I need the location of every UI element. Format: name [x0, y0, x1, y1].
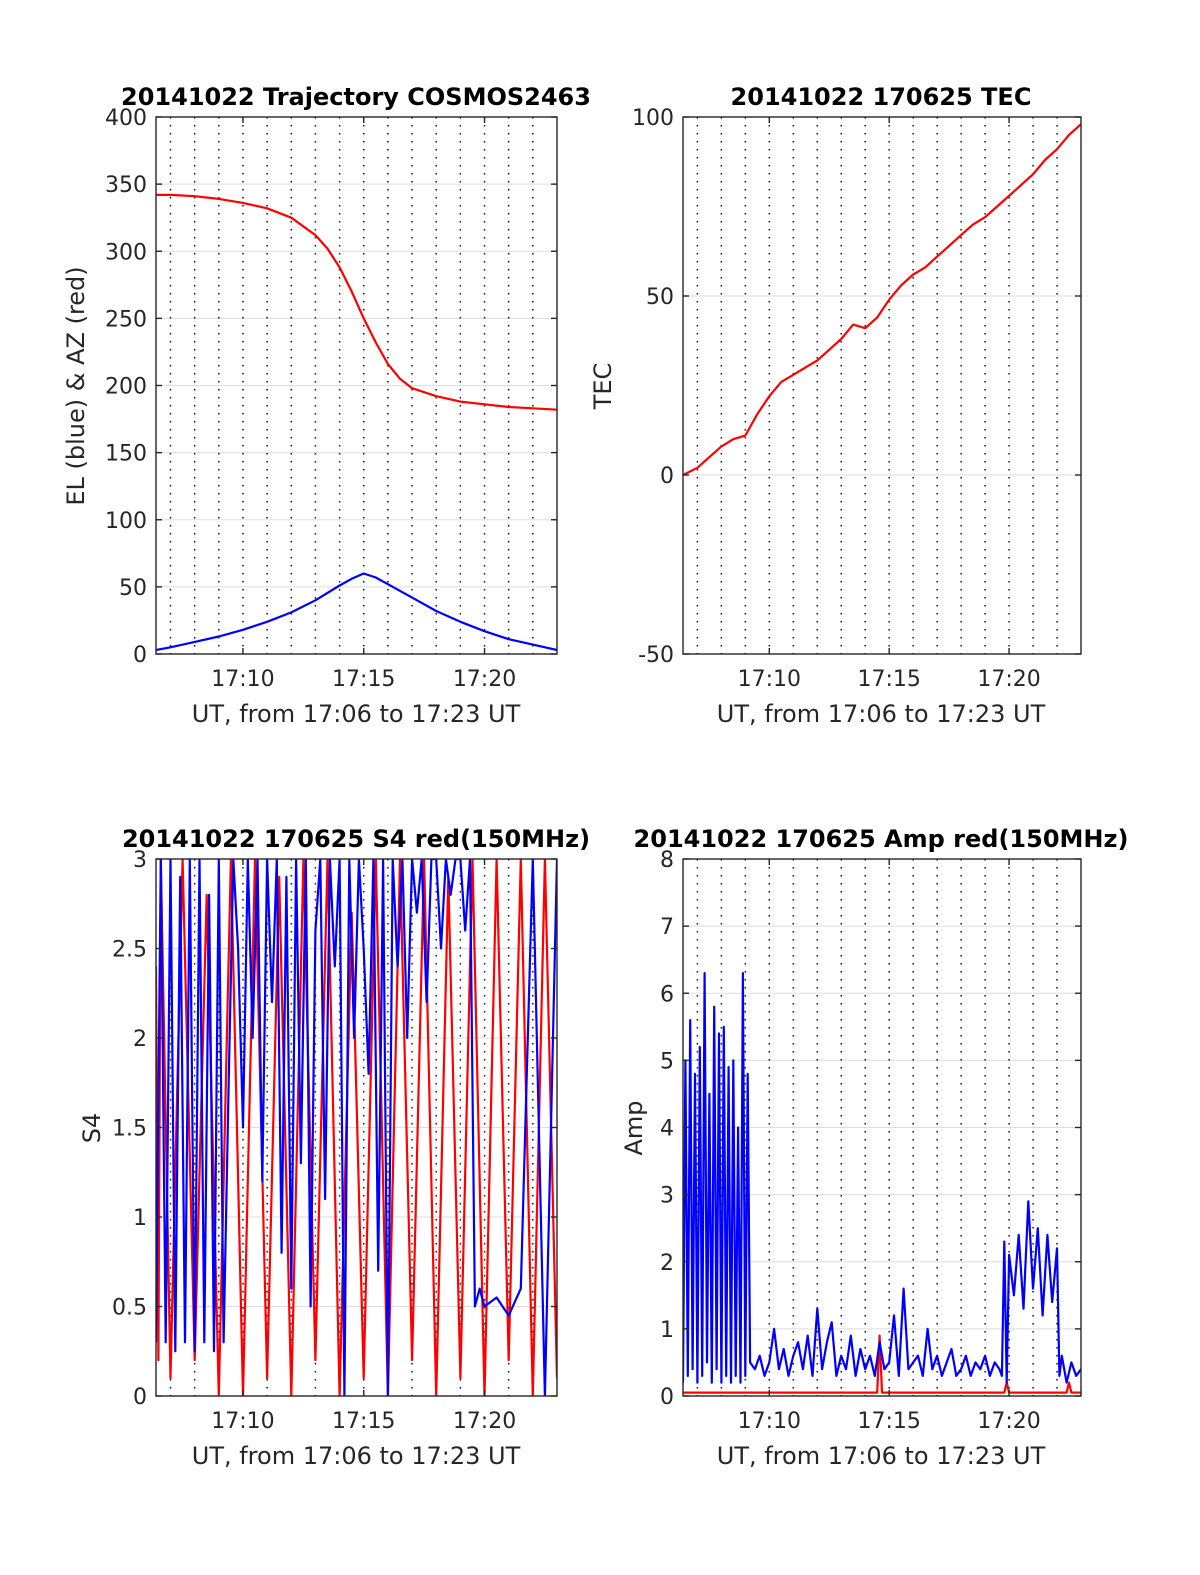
y-tick-label: 3: [133, 848, 147, 873]
y-tick-label: 8: [660, 848, 674, 873]
x-tick-label: 17:20: [453, 667, 516, 692]
x-tick-label: 17:20: [977, 1409, 1040, 1434]
panel-tec-ylabel: TEC: [589, 363, 617, 411]
y-tick-label: 2: [660, 1251, 674, 1276]
chart-tec: -50 0 50 100 17:10 17:15 17:20: [632, 106, 1082, 692]
panel-trajectory-title: 20141022 Trajectory COSMOS2463: [121, 83, 591, 111]
panel-amp-title: 20141022 170625 Amp red(150MHz): [634, 825, 1129, 853]
x-tick-label: 17:15: [332, 1409, 395, 1434]
panel-tec-xlabel: UT, from 17:06 to 17:23 UT: [717, 700, 1046, 728]
panel-s4: 20141022 170625 S4 red(150MHz) UT, from …: [78, 825, 590, 1470]
y-tick-label: 150: [105, 442, 147, 467]
y-tick-label: 7: [660, 915, 674, 940]
panel-amp: 20141022 170625 Amp red(150MHz) UT, from…: [620, 825, 1128, 1470]
y-tick-label: 250: [105, 307, 147, 332]
chart-trajectory: 0 50 100 150 200 250 300 350 400 17:10 17:15 17:20: [105, 106, 558, 692]
x-tick-label: 17:20: [453, 1409, 516, 1434]
y-tick-label: 50: [119, 576, 147, 601]
axes-box: [682, 116, 1082, 655]
panel-tec: 20141022 170625 TEC UT, from 17:06 to 17…: [589, 83, 1046, 728]
x-tick-label: 17:10: [211, 667, 274, 692]
series-line-1: [683, 971, 1081, 1384]
x-tick-label: 17:10: [211, 1409, 274, 1434]
y-tick-label: 0: [133, 1385, 147, 1410]
y-tick-label: 1: [133, 1206, 147, 1231]
y-tick-label: 1.5: [112, 1117, 147, 1142]
y-tick-label: -50: [638, 643, 674, 668]
y-tick-label: 2.5: [112, 938, 147, 963]
x-tick-label: 17:15: [332, 667, 395, 692]
panel-trajectory: 20141022 Trajectory COSMOS2463 UT, from …: [62, 83, 591, 728]
panel-amp-xlabel: UT, from 17:06 to 17:23 UT: [717, 1442, 1046, 1470]
panel-tec-title: 20141022 170625 TEC: [731, 83, 1032, 111]
y-tick-label: 350: [105, 173, 147, 198]
series-line-1: [156, 859, 557, 1396]
x-tick-label: 17:10: [738, 667, 801, 692]
y-tick-label: 1: [660, 1318, 674, 1343]
y-tick-label: 0: [660, 1385, 674, 1410]
x-tick-label: 17:10: [738, 1409, 801, 1434]
y-tick-label: 4: [660, 1117, 674, 1142]
series-line-1: [156, 572, 557, 652]
y-tick-label: 100: [105, 509, 147, 534]
panel-s4-ylabel: S4: [78, 1113, 106, 1144]
panel-s4-title: 20141022 170625 S4 red(150MHz): [122, 825, 590, 853]
y-tick-label: 200: [105, 375, 147, 400]
x-tick-label: 17:15: [857, 1409, 920, 1434]
panel-trajectory-xlabel: UT, from 17:06 to 17:23 UT: [192, 700, 521, 728]
y-tick-label: 5: [660, 1049, 674, 1074]
y-tick-label: 0: [660, 464, 674, 489]
panel-s4-xlabel: UT, from 17:06 to 17:23 UT: [192, 1442, 521, 1470]
series-line-0: [156, 193, 557, 411]
panel-trajectory-ylabel: EL (blue) & AZ (red): [62, 266, 90, 505]
y-tick-label: 0.5: [112, 1296, 147, 1321]
series-line-0: [683, 123, 1081, 476]
y-tick-label: 0: [133, 643, 147, 668]
y-tick-label: 6: [660, 982, 674, 1007]
chart-amp: 0 1 2 3 4 5 6 7 8 17:10 17:15 17:20: [660, 848, 1082, 1434]
y-tick-label: 300: [105, 240, 147, 265]
x-tick-label: 17:20: [977, 667, 1040, 692]
panel-amp-ylabel: Amp: [620, 1100, 648, 1155]
y-tick-label: 2: [133, 1027, 147, 1052]
y-tick-label: 3: [660, 1184, 674, 1209]
x-tick-label: 17:15: [857, 667, 920, 692]
y-tick-label: 50: [646, 285, 674, 310]
y-tick-label: 400: [105, 106, 147, 131]
chart-s4: 0 0.5 1 1.5 2 2.5 3 17:10 17:15 17:20: [112, 848, 558, 1434]
y-tick-label: 100: [632, 106, 674, 131]
